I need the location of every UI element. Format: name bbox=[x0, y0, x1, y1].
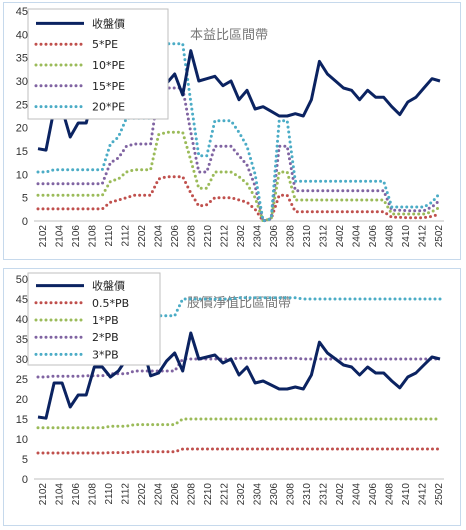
y-tick-label: 40 bbox=[16, 314, 28, 326]
y-tick-label: 10 bbox=[16, 169, 28, 181]
x-tick-label: 2204 bbox=[154, 483, 165, 506]
y-tick-label: 30 bbox=[16, 76, 28, 88]
y-tick-label: 50 bbox=[16, 274, 28, 286]
x-tick-label: 2404 bbox=[352, 225, 363, 248]
x-tick-label: 2102 bbox=[38, 483, 49, 506]
x-tick-label: 2308 bbox=[286, 483, 297, 506]
legend-label: 10*PE bbox=[92, 59, 125, 72]
x-tick-label: 2304 bbox=[253, 225, 264, 248]
legend-label: 20*PE bbox=[92, 101, 125, 114]
x-tick-label: 2310 bbox=[302, 225, 313, 248]
x-tick-label: 2212 bbox=[220, 225, 231, 248]
legend-label: 3*PB bbox=[92, 348, 119, 361]
legend-label: 5*PE bbox=[92, 38, 118, 51]
y-tick-label: 0 bbox=[22, 474, 28, 486]
x-tick-label: 2502 bbox=[434, 483, 445, 506]
x-tick-label: 2104 bbox=[55, 225, 66, 248]
y-tick-label: 35 bbox=[16, 53, 28, 65]
y-tick-label: 35 bbox=[16, 334, 28, 346]
series-line-4 bbox=[36, 42, 442, 223]
x-tick-label: 2102 bbox=[38, 225, 49, 248]
legend-label: 0.5*PB bbox=[92, 297, 129, 310]
x-tick-label: 2302 bbox=[236, 225, 247, 248]
legend-label: 15*PE bbox=[92, 80, 125, 93]
x-tick-label: 2108 bbox=[88, 225, 99, 248]
y-tick-label: 30 bbox=[16, 354, 28, 366]
legend-label: 1*PB bbox=[92, 314, 119, 327]
x-tick-label: 2402 bbox=[335, 225, 346, 248]
x-tick-label: 2306 bbox=[269, 483, 280, 506]
x-tick-label: 2210 bbox=[203, 483, 214, 506]
x-tick-label: 2210 bbox=[203, 225, 214, 248]
series-line-2 bbox=[36, 130, 442, 223]
series-line-0 bbox=[37, 331, 441, 420]
chart-title: 本益比區間帶 bbox=[190, 28, 268, 43]
x-tick-label: 2112 bbox=[121, 225, 132, 247]
y-tick-label: 45 bbox=[16, 294, 28, 306]
y-tick-label: 15 bbox=[16, 146, 28, 158]
y-tick-label: 25 bbox=[16, 99, 28, 111]
x-tick-label: 2312 bbox=[319, 225, 330, 248]
x-tick-label: 2402 bbox=[335, 483, 346, 506]
x-tick-label: 2106 bbox=[71, 483, 82, 506]
x-tick-label: 2302 bbox=[236, 483, 247, 506]
x-tick-label: 2204 bbox=[154, 225, 165, 248]
pb-band-chart-svg: 0 5 10 15 20 25 30 35 40 45 50 2102 2104 2106 2108 2110… bbox=[16, 272, 445, 506]
x-tick-label: 2406 bbox=[368, 225, 379, 248]
x-tick-label: 2404 bbox=[352, 483, 363, 506]
y-tick-label: 20 bbox=[16, 394, 28, 406]
series-line-2 bbox=[36, 417, 442, 430]
series-line-4 bbox=[36, 296, 442, 328]
y-tick-label: 5 bbox=[22, 193, 28, 205]
x-tick-label: 2112 bbox=[121, 483, 132, 505]
y-tick-label: 25 bbox=[16, 374, 28, 386]
x-tick-label: 2206 bbox=[170, 483, 181, 506]
x-tick-label: 2410 bbox=[401, 483, 412, 506]
x-tick-label: 2502 bbox=[434, 225, 445, 248]
x-tick-label: 2202 bbox=[137, 483, 148, 506]
legend-label: 收盤價 bbox=[92, 279, 125, 293]
x-tick-label: 2410 bbox=[401, 225, 412, 248]
x-tick-label: 2412 bbox=[418, 483, 429, 506]
y-tick-label: 15 bbox=[16, 414, 28, 426]
series-line-1 bbox=[36, 175, 442, 223]
x-tick-label: 2310 bbox=[302, 483, 313, 506]
x-tick-label: 2208 bbox=[187, 225, 198, 248]
x-tick-label: 2212 bbox=[220, 483, 231, 506]
x-tick-label: 2304 bbox=[253, 483, 264, 506]
x-tick-label: 2106 bbox=[71, 225, 82, 248]
y-tick-label: 40 bbox=[16, 29, 28, 41]
pe-band-chart-svg: 0 5 10 15 20 25 30 35 40 45 2102 2104 2106 2108 2110 21… bbox=[16, 6, 445, 248]
x-tick-label: 2306 bbox=[269, 225, 280, 248]
x-tick-label: 2308 bbox=[286, 225, 297, 248]
y-tick-label: 10 bbox=[16, 434, 28, 446]
x-tick-label: 2110 bbox=[104, 225, 115, 247]
x-tick-label: 2406 bbox=[368, 483, 379, 506]
legend-label: 收盤價 bbox=[92, 16, 125, 30]
pe-band-chart: 0 5 10 15 20 25 30 35 40 45 2102 2104 2106 2108 2110 21… bbox=[3, 2, 461, 260]
x-tick-label: 2108 bbox=[88, 483, 99, 506]
pb-band-chart: 0 5 10 15 20 25 30 35 40 45 50 2102 2104 2106 2108 2110… bbox=[3, 268, 461, 526]
x-tick-label: 2408 bbox=[385, 225, 396, 248]
x-tick-label: 2408 bbox=[385, 483, 396, 506]
series-line-3 bbox=[36, 86, 442, 223]
legend-label: 2*PB bbox=[92, 331, 119, 344]
series-line-1 bbox=[36, 447, 442, 455]
x-tick-label: 2202 bbox=[137, 225, 148, 248]
x-tick-label: 2312 bbox=[319, 483, 330, 506]
x-tick-label: 2208 bbox=[187, 483, 198, 506]
y-tick-label: 0 bbox=[22, 216, 28, 228]
y-tick-label: 5 bbox=[22, 454, 28, 466]
x-tick-label: 2206 bbox=[170, 225, 181, 248]
y-tick-label: 20 bbox=[16, 123, 28, 135]
x-tick-label: 2104 bbox=[55, 483, 66, 506]
x-tick-label: 2412 bbox=[418, 225, 429, 248]
y-tick-label: 45 bbox=[16, 6, 28, 18]
x-tick-label: 2110 bbox=[104, 483, 115, 505]
